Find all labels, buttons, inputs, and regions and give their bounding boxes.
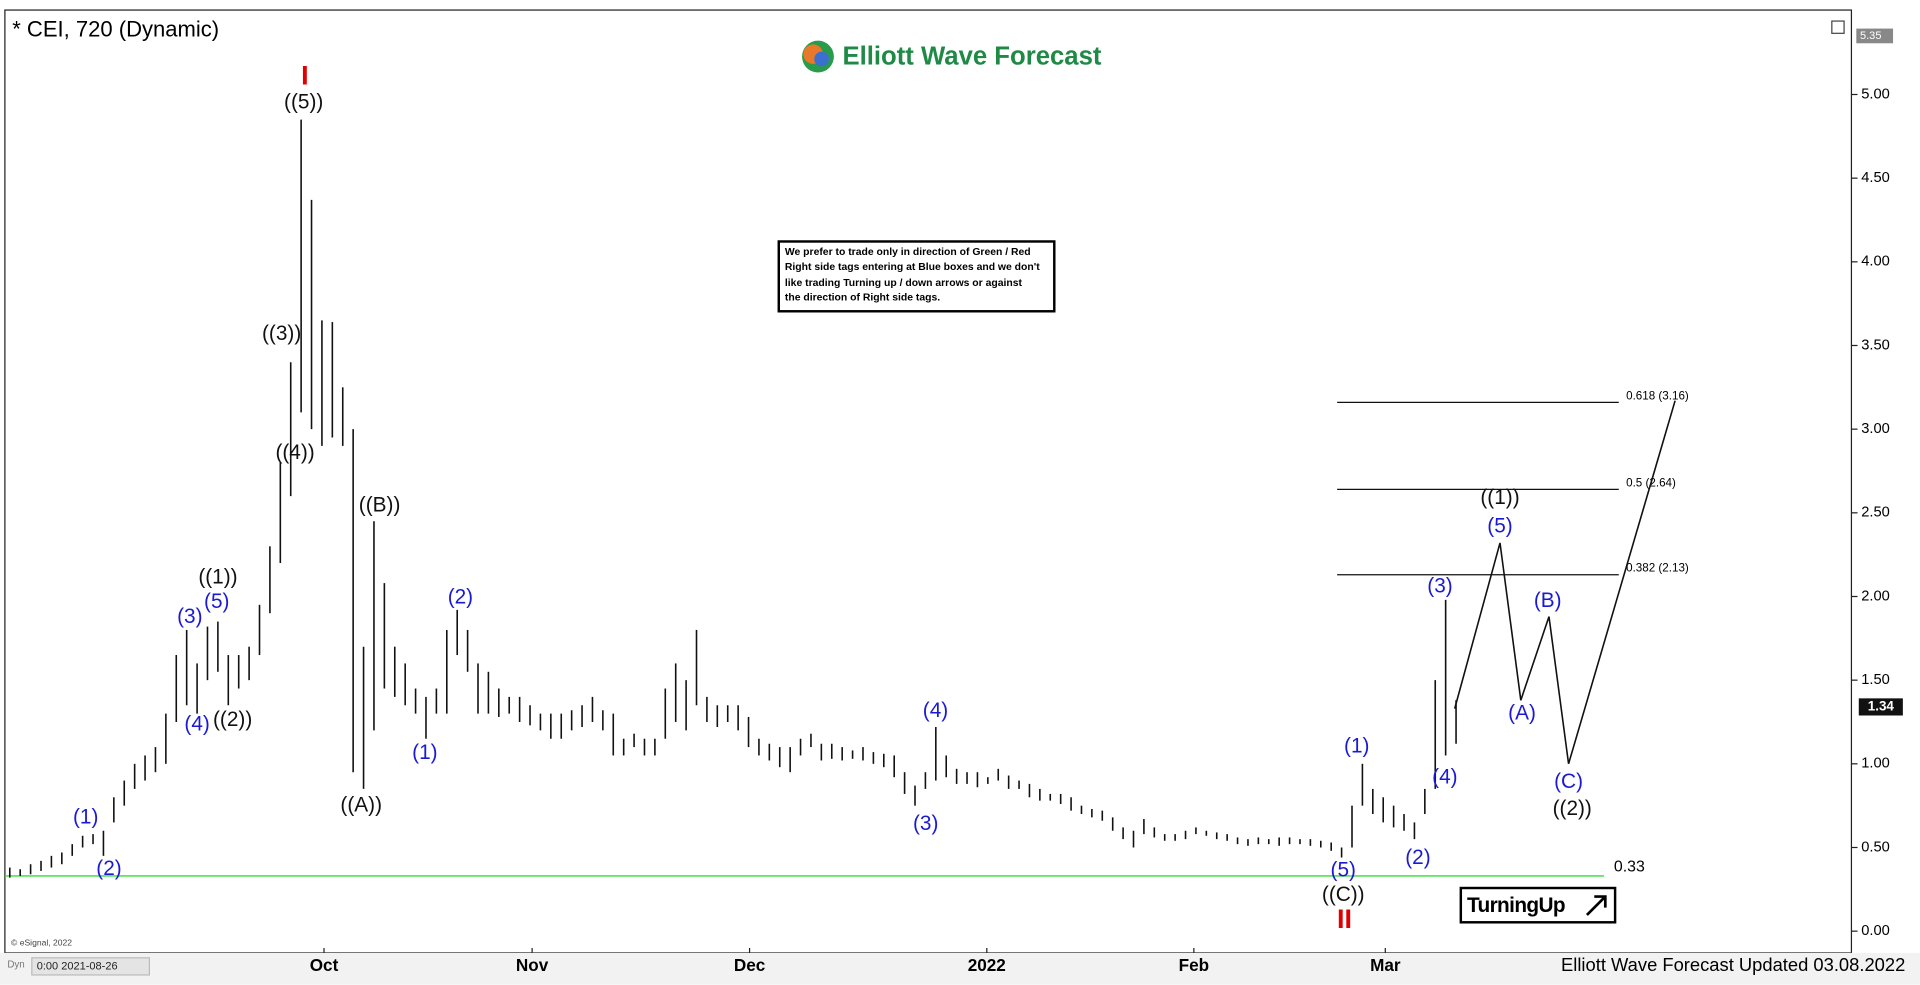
wave-label: (5) (204, 590, 229, 613)
wave-label: (1) (412, 741, 437, 764)
x-tick-label: Feb (1179, 955, 1209, 975)
x-tick-label: 2022 (968, 955, 1006, 975)
y-tick-label: 2.50 (1861, 505, 1890, 521)
y-tick-label: 3.00 (1861, 421, 1890, 437)
wave-label: (A) (1508, 702, 1536, 725)
support-label: 0.33 (1614, 859, 1645, 876)
y-tick-label: 1.00 (1861, 756, 1890, 772)
last-price-label: 1.34 (1868, 698, 1895, 713)
wave-label: I (301, 61, 308, 91)
logo-icon-core (814, 51, 829, 67)
wave-label: (2) (96, 857, 121, 880)
y-tick-label: 0.00 (1861, 923, 1890, 939)
y-tick-label: 1.50 (1861, 672, 1890, 688)
wave-label: (2) (448, 585, 473, 608)
x-tick-label: Oct (310, 955, 339, 975)
x-tick-label: Mar (1370, 955, 1401, 975)
x-tick-label: Nov (516, 955, 549, 975)
note-line: We prefer to trade only in direction of … (785, 247, 1031, 258)
wave-label: ((5)) (284, 91, 323, 114)
fib-label: 0.382 (2.13) (1626, 562, 1689, 575)
wave-label: ((C)) (1322, 883, 1365, 906)
y-tick-label: 2.00 (1861, 588, 1890, 604)
wave-label: ((4)) (275, 441, 314, 464)
footer-text: Elliott Wave Forecast Updated 03.08.2022 (1561, 954, 1905, 975)
wave-label: (2) (1405, 846, 1430, 869)
badge-box (1459, 886, 1617, 924)
fib-label: 0.618 (3.16) (1626, 389, 1689, 402)
wave-label: (5) (1331, 858, 1356, 881)
x-tick-label: Dec (734, 955, 766, 975)
y-tick-label: 4.50 (1861, 170, 1890, 186)
y-tick-label: 4.00 (1861, 254, 1890, 270)
wave-label: ((A)) (340, 793, 382, 816)
badge: TurningUp (1467, 894, 1565, 917)
wave-label: ((2)) (213, 708, 252, 731)
note-line: the direction of Right side tags. (785, 293, 940, 304)
wave-label: (1) (1344, 735, 1369, 758)
wave-label: ((3)) (262, 322, 301, 345)
y-tick-label: 3.50 (1861, 337, 1890, 353)
wave-label: (3) (1427, 574, 1452, 597)
wave-label: (C) (1554, 770, 1583, 793)
wave-label: (5) (1487, 514, 1512, 537)
wave-label: ((1)) (1480, 486, 1519, 509)
window-button[interactable] (1831, 20, 1845, 34)
wave-label: (4) (923, 699, 948, 722)
note-line: Right side tags entering at Blue boxes a… (785, 262, 1040, 273)
time-field[interactable] (31, 957, 150, 976)
footer-bar (0, 952, 1920, 985)
mode-tag: Dyn (7, 960, 24, 971)
wave-label: (4) (184, 713, 209, 736)
y-tick-label: 0.50 (1861, 839, 1890, 855)
chart-title: * CEI, 720 (Dynamic) (12, 17, 219, 42)
badge-arrow (1585, 895, 1607, 916)
wave-label: ((2)) (1553, 797, 1592, 820)
brand: Elliott Wave Forecast (842, 43, 1101, 71)
copyright: © eSignal, 2022 (11, 937, 72, 947)
wave-label: II (1337, 904, 1352, 934)
wave-label: (1) (73, 806, 98, 829)
wave-label: ((B)) (359, 493, 401, 516)
last-price-tag (1858, 698, 1903, 716)
projection-path (1453, 400, 1676, 765)
y-tick-label: 5.00 (1861, 86, 1890, 102)
wave-label: (4) (1432, 765, 1457, 788)
time-field-text: 0:00 2021-08-26 (37, 960, 118, 972)
top-price-tag (1856, 28, 1894, 44)
wave-label: (3) (913, 812, 938, 835)
wave-label: ((1)) (198, 566, 237, 589)
top-price-label: 5.35 (1860, 30, 1881, 42)
note-line: like trading Turning up / down arrows or… (785, 278, 1023, 289)
wave-label: (3) (177, 605, 202, 628)
note-box (777, 240, 1056, 313)
wave-label: (B) (1534, 589, 1562, 612)
